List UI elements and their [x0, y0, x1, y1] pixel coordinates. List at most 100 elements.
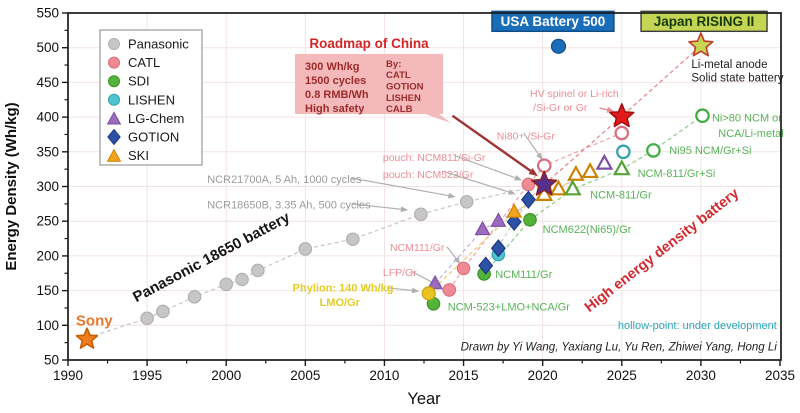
y-tick-label: 450	[36, 75, 59, 90]
legend-label-lg-chem: LG-Chem	[128, 111, 184, 126]
pouch523-arrow-head	[507, 189, 516, 195]
roadmap-box-right-line: LISHEN	[386, 93, 421, 104]
credit-note: Drawn by Yi Wang, Yaxiang Lu, Yu Ren, Zh…	[461, 341, 778, 353]
series-green-dev-triangles	[563, 159, 631, 196]
y-tick-label: 150	[36, 283, 59, 298]
solid-state-label: Solid state battery	[691, 73, 783, 85]
japan-rising-ii-box: Japan RISING II	[640, 10, 768, 33]
roadmap-box-right-line: GOTION	[386, 82, 424, 93]
pouch811-arrow	[455, 155, 519, 180]
roadmap-box-right-line: By:	[386, 59, 401, 70]
data-point	[427, 274, 444, 290]
x-tick-label: 1995	[132, 368, 162, 383]
legend-marker-panasonic	[108, 38, 120, 50]
data-point	[535, 184, 554, 201]
x-tick-label: 2030	[686, 368, 716, 383]
y-axis-title: Energy Density (Wh/kg)	[3, 102, 20, 270]
panasonic-18650-label: Panasonic 18650 battery	[130, 209, 293, 307]
roadmap-box-left-line: 0.8 RMB/Wh	[305, 89, 369, 101]
ncm811-gr-label: NCM-811/Gr	[590, 189, 652, 201]
roadmap-box-tail	[425, 113, 452, 123]
sony-star	[75, 327, 99, 349]
pouch-ncm523-label: pouch: NCM523/Gr	[383, 169, 474, 181]
series-lg-chem	[427, 153, 614, 290]
data-point	[251, 263, 265, 278]
y-tick-label: 550	[36, 6, 59, 21]
legend-marker-lg-chem	[106, 111, 122, 125]
series-ski	[506, 162, 599, 218]
ncr18650b-label: NCR18650B, 3.35 Ah, 500 cycles	[207, 200, 371, 212]
x-tick-label: 1990	[53, 368, 83, 383]
gotion-line	[485, 183, 545, 266]
data-point	[156, 304, 170, 319]
roadmap-box-right-line: CATL	[386, 70, 411, 81]
x-tick-label: 2020	[528, 368, 558, 383]
data-point	[567, 164, 585, 181]
axes: 1990 1995 2000 2005 2010 2015 2020 2025 2030 2035…	[3, 6, 795, 409]
roadmap-of-china-box: Roadmap of China 300 Wh/kg 1500 cycles 0.8 …	[295, 36, 452, 123]
usa-battery-500-box: USA Battery 500	[491, 10, 615, 33]
ncr21700a-arrow-head	[448, 192, 456, 199]
usa-battery-500-label: USA Battery 500	[501, 14, 606, 29]
data-point	[345, 232, 360, 247]
roadmap-box-right-line: CALB	[386, 104, 413, 115]
japan-rising-ii-label: Japan RISING II	[654, 14, 755, 29]
usa-battery-500-rect	[491, 10, 615, 33]
data-point	[581, 162, 599, 179]
data-point	[616, 144, 631, 160]
legend-label-gotion: GOTION	[128, 130, 179, 145]
china-target-star	[531, 170, 558, 196]
green-line	[483, 115, 703, 275]
data-point	[456, 261, 471, 276]
legend-marker-gotion	[107, 128, 121, 146]
data-point	[414, 207, 428, 222]
annotation-arrows	[351, 106, 615, 294]
data-point	[612, 159, 631, 176]
data-point	[298, 242, 313, 256]
data-point	[563, 179, 582, 196]
x-tick-label: 2000	[211, 368, 241, 383]
ncm111-green-label: NCM111/Gr	[495, 269, 552, 281]
ni80-arrow-head	[536, 152, 543, 161]
data-point	[187, 290, 202, 304]
ni80-ncm-label-1: Ni>80 NCM or	[712, 112, 782, 124]
series-panasonic	[140, 194, 474, 326]
legend-label-panasonic: Panasonic	[128, 37, 189, 52]
y-tick-label: 200	[36, 248, 59, 263]
roadmap-box-rect	[295, 53, 444, 114]
data-point	[614, 125, 630, 141]
data-point	[549, 179, 568, 196]
lfp-label: LFP/Gr	[383, 267, 417, 279]
data-point	[646, 143, 661, 158]
legend: Panasonic CATL SDI LISHEN LG-Chem GOTION SKI	[99, 29, 203, 166]
phylion-arrow-head	[411, 287, 420, 294]
ncr21700a-arrow	[351, 177, 452, 197]
y-tick-label: 100	[36, 318, 59, 333]
special-points	[75, 32, 714, 349]
hv-spinel-label-2: /Si-Gr or Gr	[533, 102, 588, 114]
data-point	[442, 283, 457, 297]
legend-marker-catl	[108, 56, 120, 69]
y-tick-label: 350	[36, 144, 59, 159]
japan-rising-ii-rect	[640, 10, 768, 33]
hv-arrow-head	[606, 106, 615, 113]
x-axis-title: Year	[407, 390, 441, 408]
data-point	[235, 272, 249, 287]
legend-label-sdi: SDI	[128, 74, 150, 89]
series-green-dev-circles	[646, 108, 710, 158]
data-point	[523, 213, 537, 227]
legend-label-catl: CATL	[128, 55, 160, 70]
y-tick-label: 250	[36, 214, 59, 229]
y-tick-label: 50	[44, 353, 59, 368]
pouch523-arrow	[444, 171, 513, 194]
data-point	[474, 220, 491, 236]
pouch811-arrow-head	[514, 175, 523, 181]
data-point	[490, 212, 507, 227]
ni80-arrow	[523, 132, 541, 158]
legend-label-lishen: LISHEN	[128, 92, 175, 107]
ni80-ncm-label-2: NCA/Li-metal	[718, 128, 783, 140]
roadmap-box-title: Roadmap of China	[309, 36, 429, 51]
ncr21700a-label: NCR21700A, 5 Ah, 1000 cycles	[207, 174, 362, 186]
